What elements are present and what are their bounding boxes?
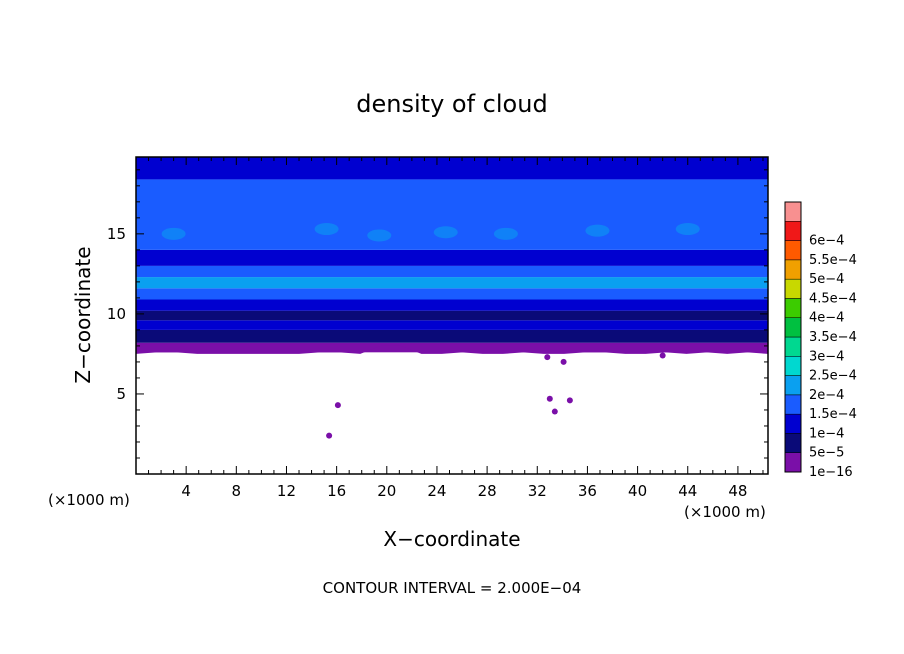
contour-band — [136, 329, 768, 343]
cloud-patch — [566, 397, 573, 404]
cloud-patch — [326, 432, 333, 439]
cloud-base-layer — [136, 344, 768, 354]
colorbar-frame — [784, 201, 802, 473]
light-blue-patch — [585, 224, 610, 237]
colorbar-swatch — [784, 201, 802, 222]
y-tick-label: 15 — [107, 225, 126, 243]
x-axis-ticks: 4 8 12 16 20 24 28 32 36 40 44 48 — [148, 157, 764, 500]
x-tick-label: 48 — [728, 482, 747, 500]
contour-bands — [136, 157, 768, 354]
contour-band — [136, 179, 768, 250]
colorbar-label: 3.5e−4 — [809, 330, 857, 345]
colorbar: 1e−16 5e−5 1e−4 1.5e−4 2e−4 2.5e−4 3e−4 3.5e−4 4… — [784, 201, 857, 480]
contour-band — [136, 249, 768, 266]
contour-band — [136, 265, 768, 278]
colorbar-label: 1e−16 — [809, 465, 853, 480]
colorbar-swatch — [784, 452, 802, 473]
colorbar-label: 6e−4 — [809, 234, 844, 249]
light-blue-patch — [493, 227, 518, 240]
light-blue-patch — [367, 229, 392, 242]
light-blue-patch — [675, 223, 700, 236]
cloud-patch — [659, 352, 666, 359]
colorbar-swatch — [784, 413, 802, 434]
x-tick-label: 32 — [528, 482, 547, 500]
light-blue-patch — [433, 226, 458, 239]
colorbar-label: 5e−5 — [809, 446, 844, 461]
x-tick-label: 28 — [478, 482, 497, 500]
colorbar-label: 2.5e−4 — [809, 369, 857, 384]
colorbar-label: 4e−4 — [809, 311, 844, 326]
y-axis-ticks: 5 10 15 — [107, 169, 768, 459]
x-tick-label: 44 — [678, 482, 697, 500]
colorbar-swatch — [784, 433, 802, 453]
colorbar-swatch — [784, 336, 802, 357]
light-blue-contour-patches — [161, 223, 700, 242]
x-tick-label: 20 — [377, 482, 396, 500]
colorbar-label: 5.5e−4 — [809, 253, 857, 268]
x-tick-label: 4 — [181, 482, 191, 500]
y-tick-label: 10 — [107, 305, 126, 323]
contour-band — [136, 288, 768, 300]
y-axis-label: Z−coordinate — [71, 246, 95, 383]
x-tick-label: 8 — [232, 482, 242, 500]
colorbar-label: 4.5e−4 — [809, 291, 857, 306]
x-unit-label-right: (×1000 m) — [684, 503, 766, 521]
colorbar-label: 3e−4 — [809, 349, 844, 364]
colorbar-swatch — [784, 278, 802, 299]
x-unit-label-left: (×1000 m) — [48, 491, 130, 509]
colorbar-swatch — [784, 356, 802, 376]
contour-band — [136, 157, 768, 180]
colorbar-swatch — [784, 317, 802, 338]
colorbar-label: 1.5e−4 — [809, 407, 857, 422]
contour-band — [136, 299, 768, 311]
colorbar-label: 5e−4 — [809, 272, 844, 287]
light-blue-patch — [161, 227, 186, 240]
contour-band — [136, 320, 768, 330]
colorbar-swatch — [784, 259, 802, 280]
chart-title: density of cloud — [356, 90, 547, 118]
cloud-patch — [544, 354, 551, 361]
contour-band — [136, 310, 768, 321]
colorbar-swatch — [784, 240, 802, 261]
cloud-patch — [560, 358, 567, 365]
cloud-patch — [334, 402, 341, 409]
colorbar-swatch — [784, 394, 802, 415]
x-tick-label: 12 — [277, 482, 296, 500]
cloud-patch — [551, 408, 558, 415]
colorbar-swatch — [784, 298, 802, 318]
contour-band — [136, 277, 768, 289]
contour-interval-note: CONTOUR INTERVAL = 2.000E−04 — [323, 579, 582, 597]
x-tick-label: 36 — [578, 482, 597, 500]
cloud-patch — [546, 395, 553, 402]
colorbar-swatch — [784, 375, 802, 396]
colorbar-swatch — [784, 221, 802, 241]
x-tick-label: 24 — [427, 482, 446, 500]
plot-frame — [135, 156, 769, 475]
x-tick-label: 40 — [628, 482, 647, 500]
isolated-cloud-patches — [326, 352, 666, 439]
colorbar-label: 1e−4 — [809, 426, 844, 441]
x-axis-label: X−coordinate — [383, 527, 520, 551]
y-tick-label: 5 — [116, 385, 126, 403]
x-tick-label: 16 — [327, 482, 346, 500]
light-blue-patch — [314, 223, 339, 236]
colorbar-label: 2e−4 — [809, 388, 844, 403]
